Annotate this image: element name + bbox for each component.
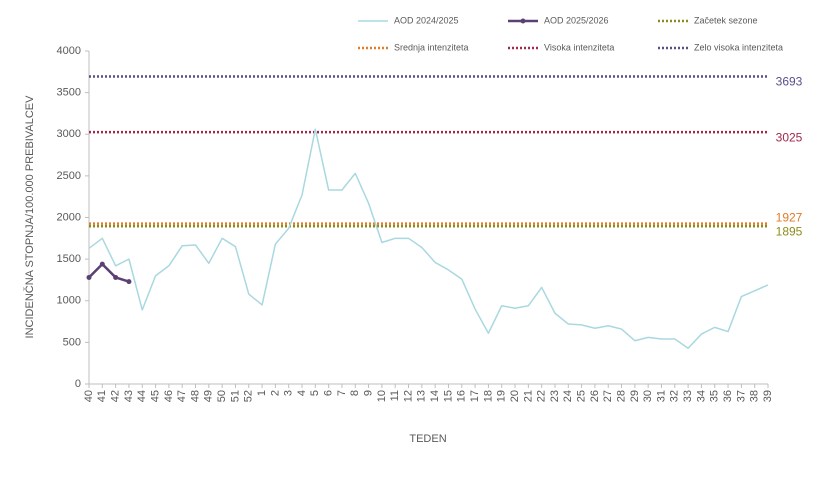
- x-tick-label: 31: [655, 390, 667, 402]
- x-tick-label: 14: [429, 390, 441, 402]
- x-tick-label: 45: [149, 390, 161, 402]
- x-tick-label: 48: [189, 390, 201, 402]
- x-tick-label: 46: [163, 390, 175, 402]
- x-tick-label: 22: [536, 390, 548, 402]
- series-line: [88, 128, 769, 349]
- series-marker: [86, 274, 92, 280]
- y-tick-label: 1000: [57, 295, 81, 307]
- y-axis-label: INCIDENČNA STOPNJA/100.000 PREBIVALCEV: [23, 95, 36, 339]
- threshold-label: 1895: [776, 224, 803, 238]
- legend-label: Visoka intenziteta: [544, 42, 614, 52]
- y-tick-label: 4000: [57, 45, 81, 57]
- x-tick-label: 39: [762, 390, 774, 402]
- x-tick-label: 42: [110, 390, 122, 402]
- x-tick-label: 38: [749, 390, 761, 402]
- x-tick-label: 1: [256, 390, 268, 396]
- x-tick-label: 33: [682, 390, 694, 402]
- x-tick-label: 47: [176, 390, 188, 402]
- x-tick-label: 30: [642, 390, 654, 402]
- x-tick-label: 4: [296, 390, 308, 396]
- x-tick-label: 7: [336, 390, 348, 396]
- x-tick-label: 18: [482, 390, 494, 402]
- x-tick-label: 52: [243, 390, 255, 402]
- x-tick-label: 40: [83, 390, 95, 402]
- x-tick-label: 37: [735, 390, 747, 402]
- x-axis-label: TEDEN: [409, 433, 446, 445]
- x-tick-label: 20: [509, 390, 521, 402]
- x-tick-label: 43: [123, 390, 135, 402]
- x-tick-label: 29: [629, 390, 641, 402]
- x-tick-label: 35: [709, 390, 721, 402]
- x-tick-label: 50: [216, 390, 228, 402]
- legend-label: AOD 2025/2026: [544, 15, 609, 25]
- x-tick-label: 27: [602, 390, 614, 402]
- x-tick-label: 9: [362, 390, 374, 396]
- legend-label: Začetek sezone: [694, 15, 758, 25]
- y-tick-label: 0: [75, 378, 81, 390]
- y-tick-label: 2000: [57, 211, 81, 223]
- x-tick-label: 44: [136, 390, 148, 402]
- x-tick-label: 3: [283, 390, 295, 396]
- legend-label: Zelo visoka intenziteta: [694, 42, 783, 52]
- x-tick-label: 23: [549, 390, 561, 402]
- y-tick-label: 3000: [57, 128, 81, 140]
- threshold-label: 1927: [776, 210, 803, 224]
- x-tick-label: 6: [323, 390, 335, 396]
- x-tick-label: 19: [496, 390, 508, 402]
- x-tick-label: 16: [456, 390, 468, 402]
- x-tick-label: 34: [695, 390, 707, 402]
- x-tick-label: 13: [416, 390, 428, 402]
- threshold-label: 3693: [776, 75, 803, 89]
- x-tick-label: 17: [469, 390, 481, 402]
- threshold-label: 3025: [776, 130, 803, 144]
- series-marker: [126, 279, 132, 285]
- x-tick-label: 41: [96, 390, 108, 402]
- series-line: [88, 262, 130, 283]
- x-tick-label: 28: [615, 390, 627, 402]
- x-tick-label: 25: [576, 390, 588, 402]
- y-tick-label: 500: [63, 336, 81, 348]
- series-marker: [113, 274, 119, 280]
- x-tick-label: 26: [589, 390, 601, 402]
- y-tick-label: 3500: [57, 87, 81, 99]
- x-tick-label: 15: [442, 390, 454, 402]
- y-tick-label: 2500: [57, 170, 81, 182]
- x-tick-label: 10: [376, 390, 388, 402]
- x-tick-label: 11: [389, 390, 401, 401]
- x-tick-label: 5: [309, 390, 321, 396]
- legend-label: AOD 2024/2025: [394, 15, 459, 25]
- legend-label: Srednja intenziteta: [394, 42, 469, 52]
- legend-marker: [520, 18, 526, 24]
- x-tick-label: 49: [203, 390, 215, 402]
- x-tick-label: 51: [229, 390, 241, 402]
- x-tick-label: 2: [269, 390, 281, 396]
- x-tick-label: 8: [349, 390, 361, 396]
- y-tick-label: 1500: [57, 253, 81, 265]
- x-tick-label: 24: [562, 390, 574, 402]
- x-tick-label: 12: [402, 390, 414, 402]
- series-marker: [99, 261, 105, 267]
- x-tick-label: 21: [522, 390, 534, 402]
- x-tick-label: 36: [722, 390, 734, 402]
- x-tick-label: 32: [669, 390, 681, 402]
